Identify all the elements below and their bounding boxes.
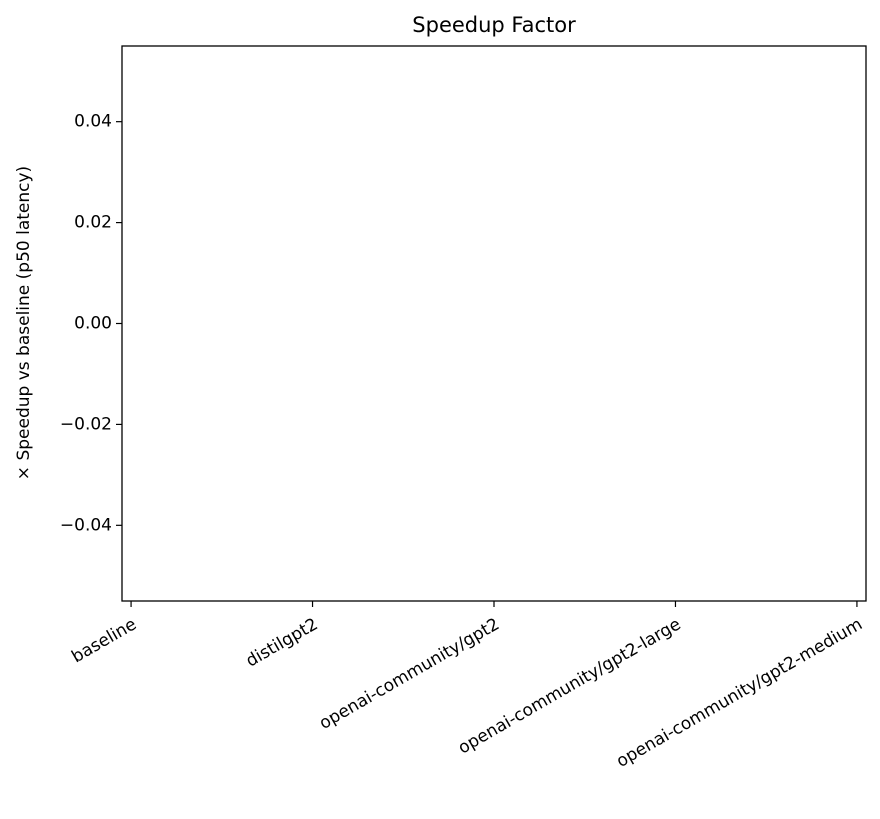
x-tick-label: baseline: [68, 614, 140, 667]
chart-title: Speedup Factor: [412, 13, 576, 37]
plot-frame: [121, 45, 867, 602]
y-tick-label: 0.02: [74, 213, 112, 233]
y-tick-label: 0.04: [74, 112, 112, 132]
x-tick-label: openai-community/gpt2: [316, 614, 503, 734]
y-tick-label: −0.04: [60, 515, 112, 535]
x-tick-label: distilgpt2: [243, 614, 322, 671]
y-tick-label: 0.00: [74, 314, 112, 334]
y-tick-label: −0.02: [60, 414, 112, 434]
y-axis-label: × Speedup vs baseline (p50 latency): [14, 166, 34, 480]
